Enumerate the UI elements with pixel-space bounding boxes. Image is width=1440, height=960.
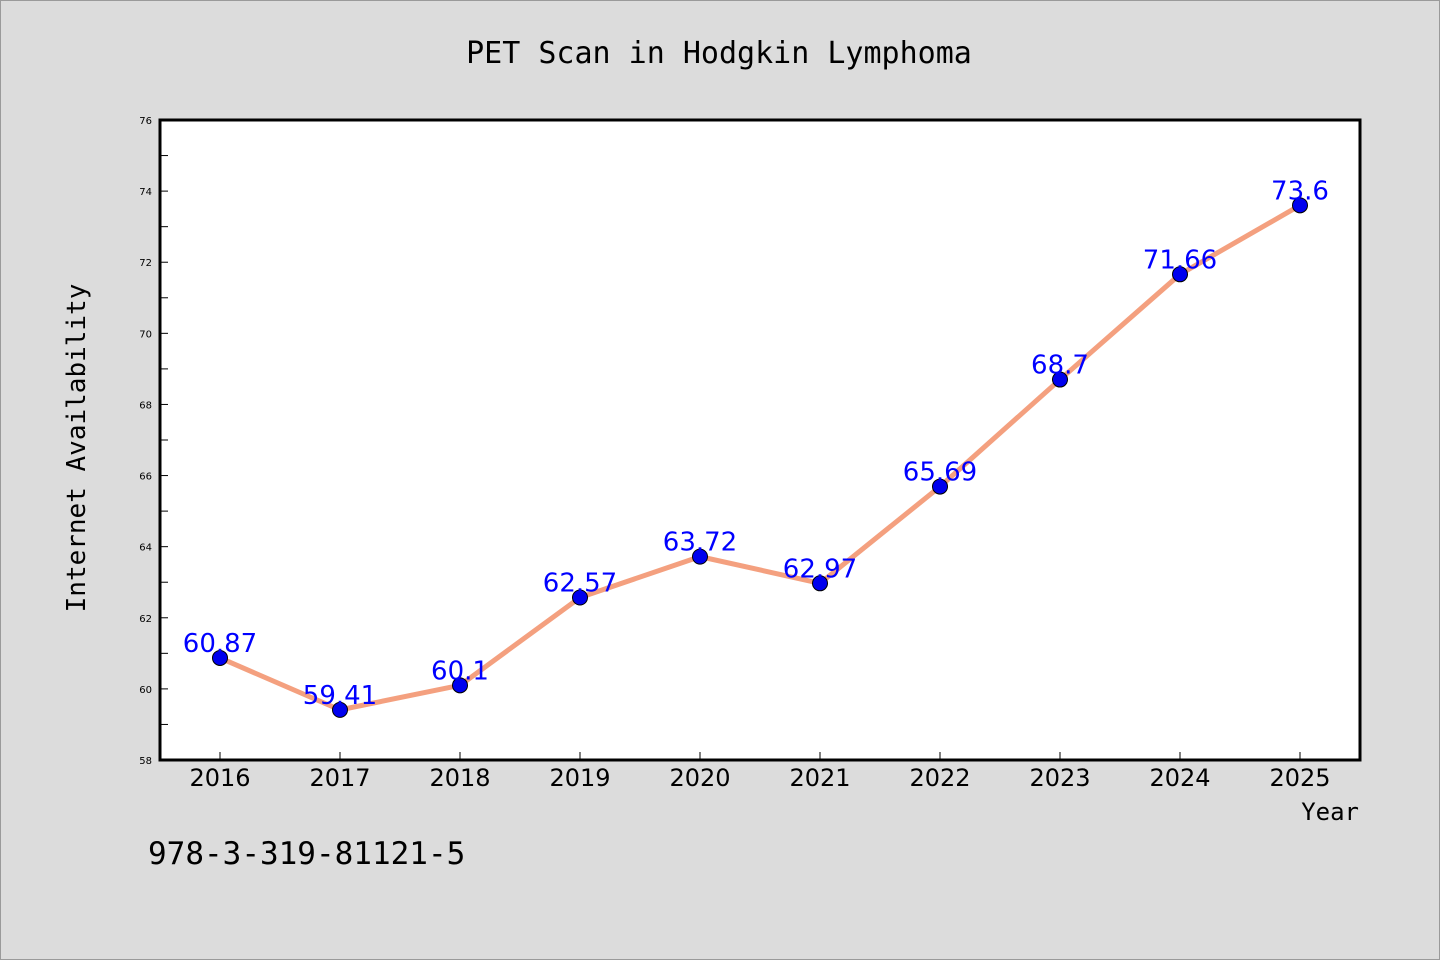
data-label: 63.72 — [663, 528, 737, 558]
x-axis: 2016 2017 2018 2019 2020 2021 2022 2023 2024 2025 — [189, 752, 1331, 792]
y-tick-label: 72 — [139, 258, 152, 269]
data-label: 65.69 — [903, 458, 977, 488]
data-label: 62.57 — [543, 569, 617, 599]
y-tick-label: 76 — [139, 116, 152, 127]
y-tick-label: 58 — [139, 756, 152, 767]
x-axis-label: Year — [1301, 798, 1359, 826]
data-point — [452, 677, 468, 694]
data-label: 68.7 — [1031, 351, 1089, 381]
x-tick-label: 2024 — [1149, 764, 1210, 792]
y-axis: 58 60 62 64 66 68 70 72 74 76 — [139, 116, 168, 767]
x-tick-label: 2019 — [549, 764, 610, 792]
chart-title: PET Scan in Hodgkin Lymphoma — [466, 36, 972, 71]
data-point — [692, 548, 708, 565]
y-tick-label: 66 — [139, 472, 152, 483]
y-tick-label: 60 — [139, 685, 152, 696]
data-point — [812, 575, 828, 592]
data-point — [572, 589, 588, 606]
plot-area — [158, 118, 1362, 762]
data-label: 59.41 — [303, 681, 377, 711]
y-tick-label: 70 — [139, 329, 152, 340]
y-tick-label: 64 — [139, 543, 152, 554]
data-point — [1292, 197, 1308, 214]
data-point — [332, 701, 348, 718]
data-point — [932, 478, 948, 495]
data-label: 60.87 — [183, 629, 257, 659]
data-point — [1172, 266, 1188, 283]
x-tick-label: 2021 — [789, 764, 850, 792]
x-tick-label: 2018 — [429, 764, 490, 792]
data-labels: 60.87 59.41 60.1 62.57 63.72 62.97 65.69 68.7 71… — [183, 176, 1329, 711]
data-label: 71.66 — [1143, 245, 1217, 275]
y-tick-label: 68 — [139, 400, 152, 411]
data-point — [212, 649, 228, 666]
data-point — [1052, 371, 1068, 388]
isbn-annotation: 978-3-319-81121-5 — [148, 836, 465, 872]
x-tick-label: 2020 — [669, 764, 730, 792]
data-label: 73.6 — [1271, 176, 1329, 206]
x-tick-label: 2017 — [309, 764, 370, 792]
x-tick-label: 2023 — [1029, 764, 1090, 792]
x-tick-label: 2022 — [909, 764, 970, 792]
x-tick-label: 2016 — [189, 764, 250, 792]
y-tick-label: 62 — [139, 614, 152, 625]
data-markers — [212, 197, 1308, 718]
series-line — [217, 202, 1303, 713]
data-label: 60.1 — [431, 656, 489, 686]
y-axis-label: Internet Availability — [62, 284, 92, 613]
y-tick-label: 74 — [139, 187, 152, 198]
x-tick-label: 2025 — [1269, 764, 1330, 792]
data-label: 62.97 — [783, 554, 857, 584]
